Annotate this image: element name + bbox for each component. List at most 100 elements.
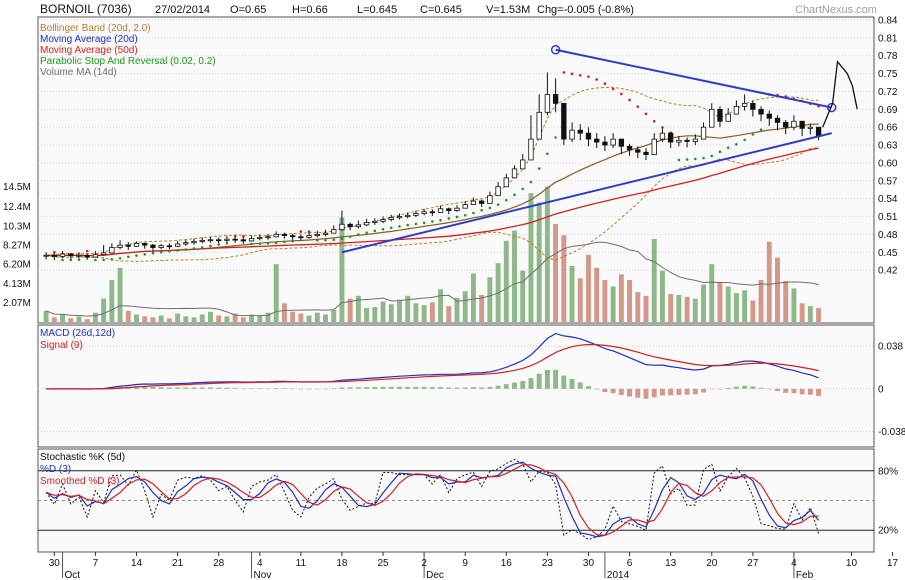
stochastic-legend-entry: %D (3) [40, 464, 71, 475]
macd-histogram-bar [479, 387, 485, 389]
candle-body [109, 247, 115, 254]
sar-dot [217, 243, 220, 246]
candle-body [741, 102, 748, 107]
volume-bar [684, 296, 690, 322]
sar-dot [743, 138, 746, 142]
macd-histogram-bar [758, 387, 764, 389]
candle-body [380, 219, 386, 222]
sar-dot [694, 157, 697, 161]
sar-dot [726, 146, 730, 150]
volume-bar [421, 305, 427, 322]
x-day-label: 16 [501, 558, 513, 569]
sar-dot [595, 78, 599, 81]
x-day-label: 23 [542, 558, 554, 569]
price-tick-label: 0.75 [878, 69, 898, 80]
sar-dot [168, 249, 171, 253]
volume-bar [158, 315, 164, 322]
candle-body [142, 242, 148, 246]
bollinger-upper [46, 86, 819, 256]
x-day-label: 20 [706, 558, 718, 569]
macd-histogram-bar [635, 388, 641, 398]
volume-bar [742, 290, 748, 322]
trendline [341, 132, 832, 254]
candle-body [569, 129, 575, 140]
volume-bar [668, 294, 674, 322]
candle-body [725, 113, 731, 122]
volume-tick-label: 10.3M [3, 221, 31, 232]
volume-bar [175, 313, 181, 322]
sar-dot [735, 142, 738, 146]
stochastic-k-line [45, 458, 820, 541]
macd-histogram-bar [659, 388, 665, 396]
candle-body [454, 207, 460, 211]
x-day-label: 21 [172, 558, 184, 569]
volume-bar [347, 298, 353, 322]
signal-line [46, 343, 819, 390]
bollinger-lower [45, 147, 819, 262]
candle-body [158, 245, 164, 248]
price-tick-label: 0.66 [878, 123, 898, 134]
candle-body [684, 139, 690, 142]
candle-body [396, 216, 403, 219]
x-day-label: 7 [93, 558, 99, 569]
macd-histogram-bar [586, 386, 591, 389]
volume-bar [273, 264, 279, 322]
sar-dot [652, 119, 656, 123]
sar-dot [702, 156, 705, 160]
volume-bar [249, 314, 255, 322]
change-label: Chg=-0.005 (-0.8%) [537, 4, 634, 16]
candle-body [446, 208, 452, 211]
candle-body [676, 139, 682, 143]
volume-bar [208, 311, 213, 322]
sar-dot [537, 167, 541, 170]
sar-dot [250, 242, 253, 246]
x-month-label: Feb [796, 570, 814, 580]
candle-body [470, 200, 477, 206]
candle-body [174, 243, 181, 247]
candle-body [626, 145, 633, 151]
volume-tick-label: 14.5M [3, 182, 31, 193]
price-tick-label: 0.57 [878, 176, 898, 187]
sar-dot [283, 240, 286, 244]
sar-dot [85, 249, 89, 253]
volume-bar [92, 312, 98, 322]
macd-histogram-bar [487, 386, 493, 389]
sar-dot [529, 180, 533, 184]
candle-body [421, 211, 427, 214]
sar-dot [291, 239, 294, 243]
volume-bar [528, 193, 534, 322]
sar-dot [398, 225, 401, 228]
sar-dot [685, 158, 689, 161]
volume-bar [586, 254, 591, 322]
sar-dot [677, 158, 681, 162]
macd-histogram-bar [766, 388, 772, 390]
macd-histogram-bar [717, 388, 723, 390]
sar-dot [348, 235, 352, 238]
volume-bar [536, 202, 542, 322]
macd-histogram-bar [158, 387, 164, 389]
candle-body [766, 113, 772, 119]
volume-bar [76, 316, 82, 322]
candle-body [76, 254, 82, 257]
volume-bar [388, 304, 394, 322]
macd-histogram-bar [577, 382, 583, 389]
x-month-label: 2014 [607, 570, 630, 580]
volume-bar [191, 317, 197, 322]
macd-histogram-bar [273, 388, 279, 389]
sar-dot [570, 72, 574, 76]
candle-body [503, 177, 509, 188]
x-day-label: 30 [49, 558, 61, 569]
macd-histogram-bar [775, 388, 780, 392]
volume-bar [216, 315, 222, 322]
x-day-label: 2 [421, 558, 427, 569]
volume-bar [783, 280, 789, 322]
volume-bar [265, 312, 271, 322]
macd-histogram-bar [742, 385, 748, 389]
volume-bar [51, 317, 57, 322]
volume-bar [364, 308, 370, 322]
price-tick-label: 0.63 [878, 141, 898, 152]
volume-bar [257, 315, 263, 322]
macd-histogram-bar [799, 388, 805, 395]
macd-histogram-bar [429, 387, 435, 389]
volume-bar [725, 286, 731, 322]
